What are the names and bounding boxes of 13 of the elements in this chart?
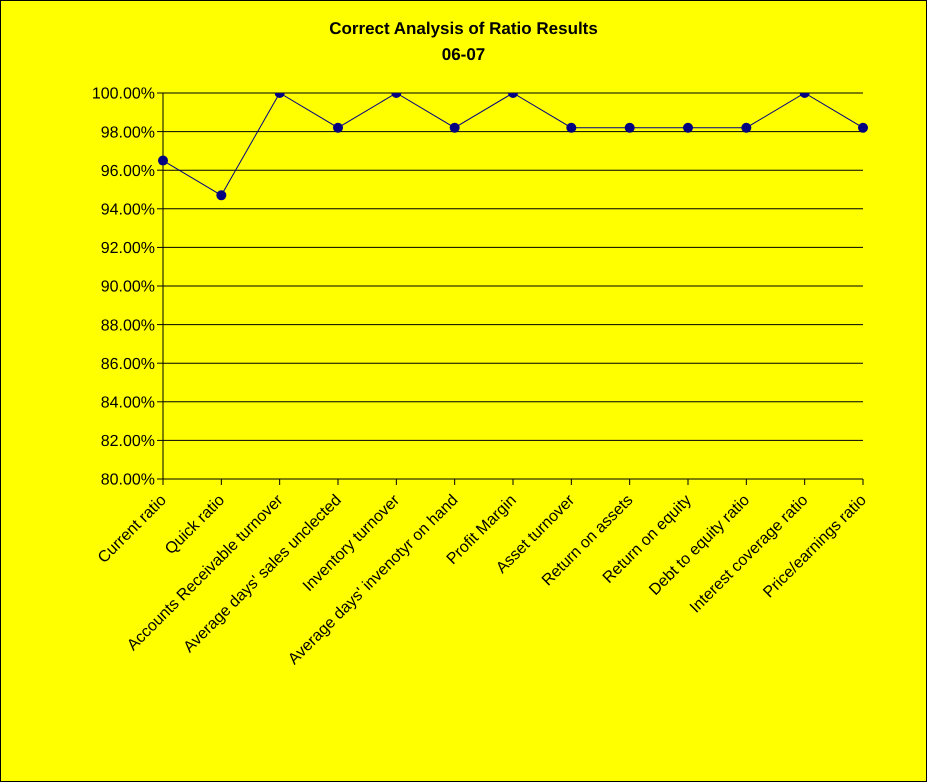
y-tick-label: 96.00%: [100, 162, 155, 180]
y-tick-label: 90.00%: [100, 278, 155, 296]
y-tick-label: 92.00%: [100, 240, 155, 258]
chart-title: Correct Analysis of Ratio Results: [328, 19, 599, 39]
y-tick-label: 100.00%: [92, 86, 155, 103]
y-tick-label: 80.00%: [100, 472, 155, 489]
y-tick-label: 94.00%: [100, 201, 155, 218]
y-tick-label: 84.00%: [100, 394, 155, 412]
y-tick-label: 86.00%: [100, 356, 155, 373]
chart-subtitle: 06-07: [440, 45, 486, 65]
y-tick-label: 98.00%: [100, 124, 155, 142]
y-tick-label: 82.00%: [100, 433, 155, 450]
y-tick-label: 88.00%: [100, 317, 155, 334]
